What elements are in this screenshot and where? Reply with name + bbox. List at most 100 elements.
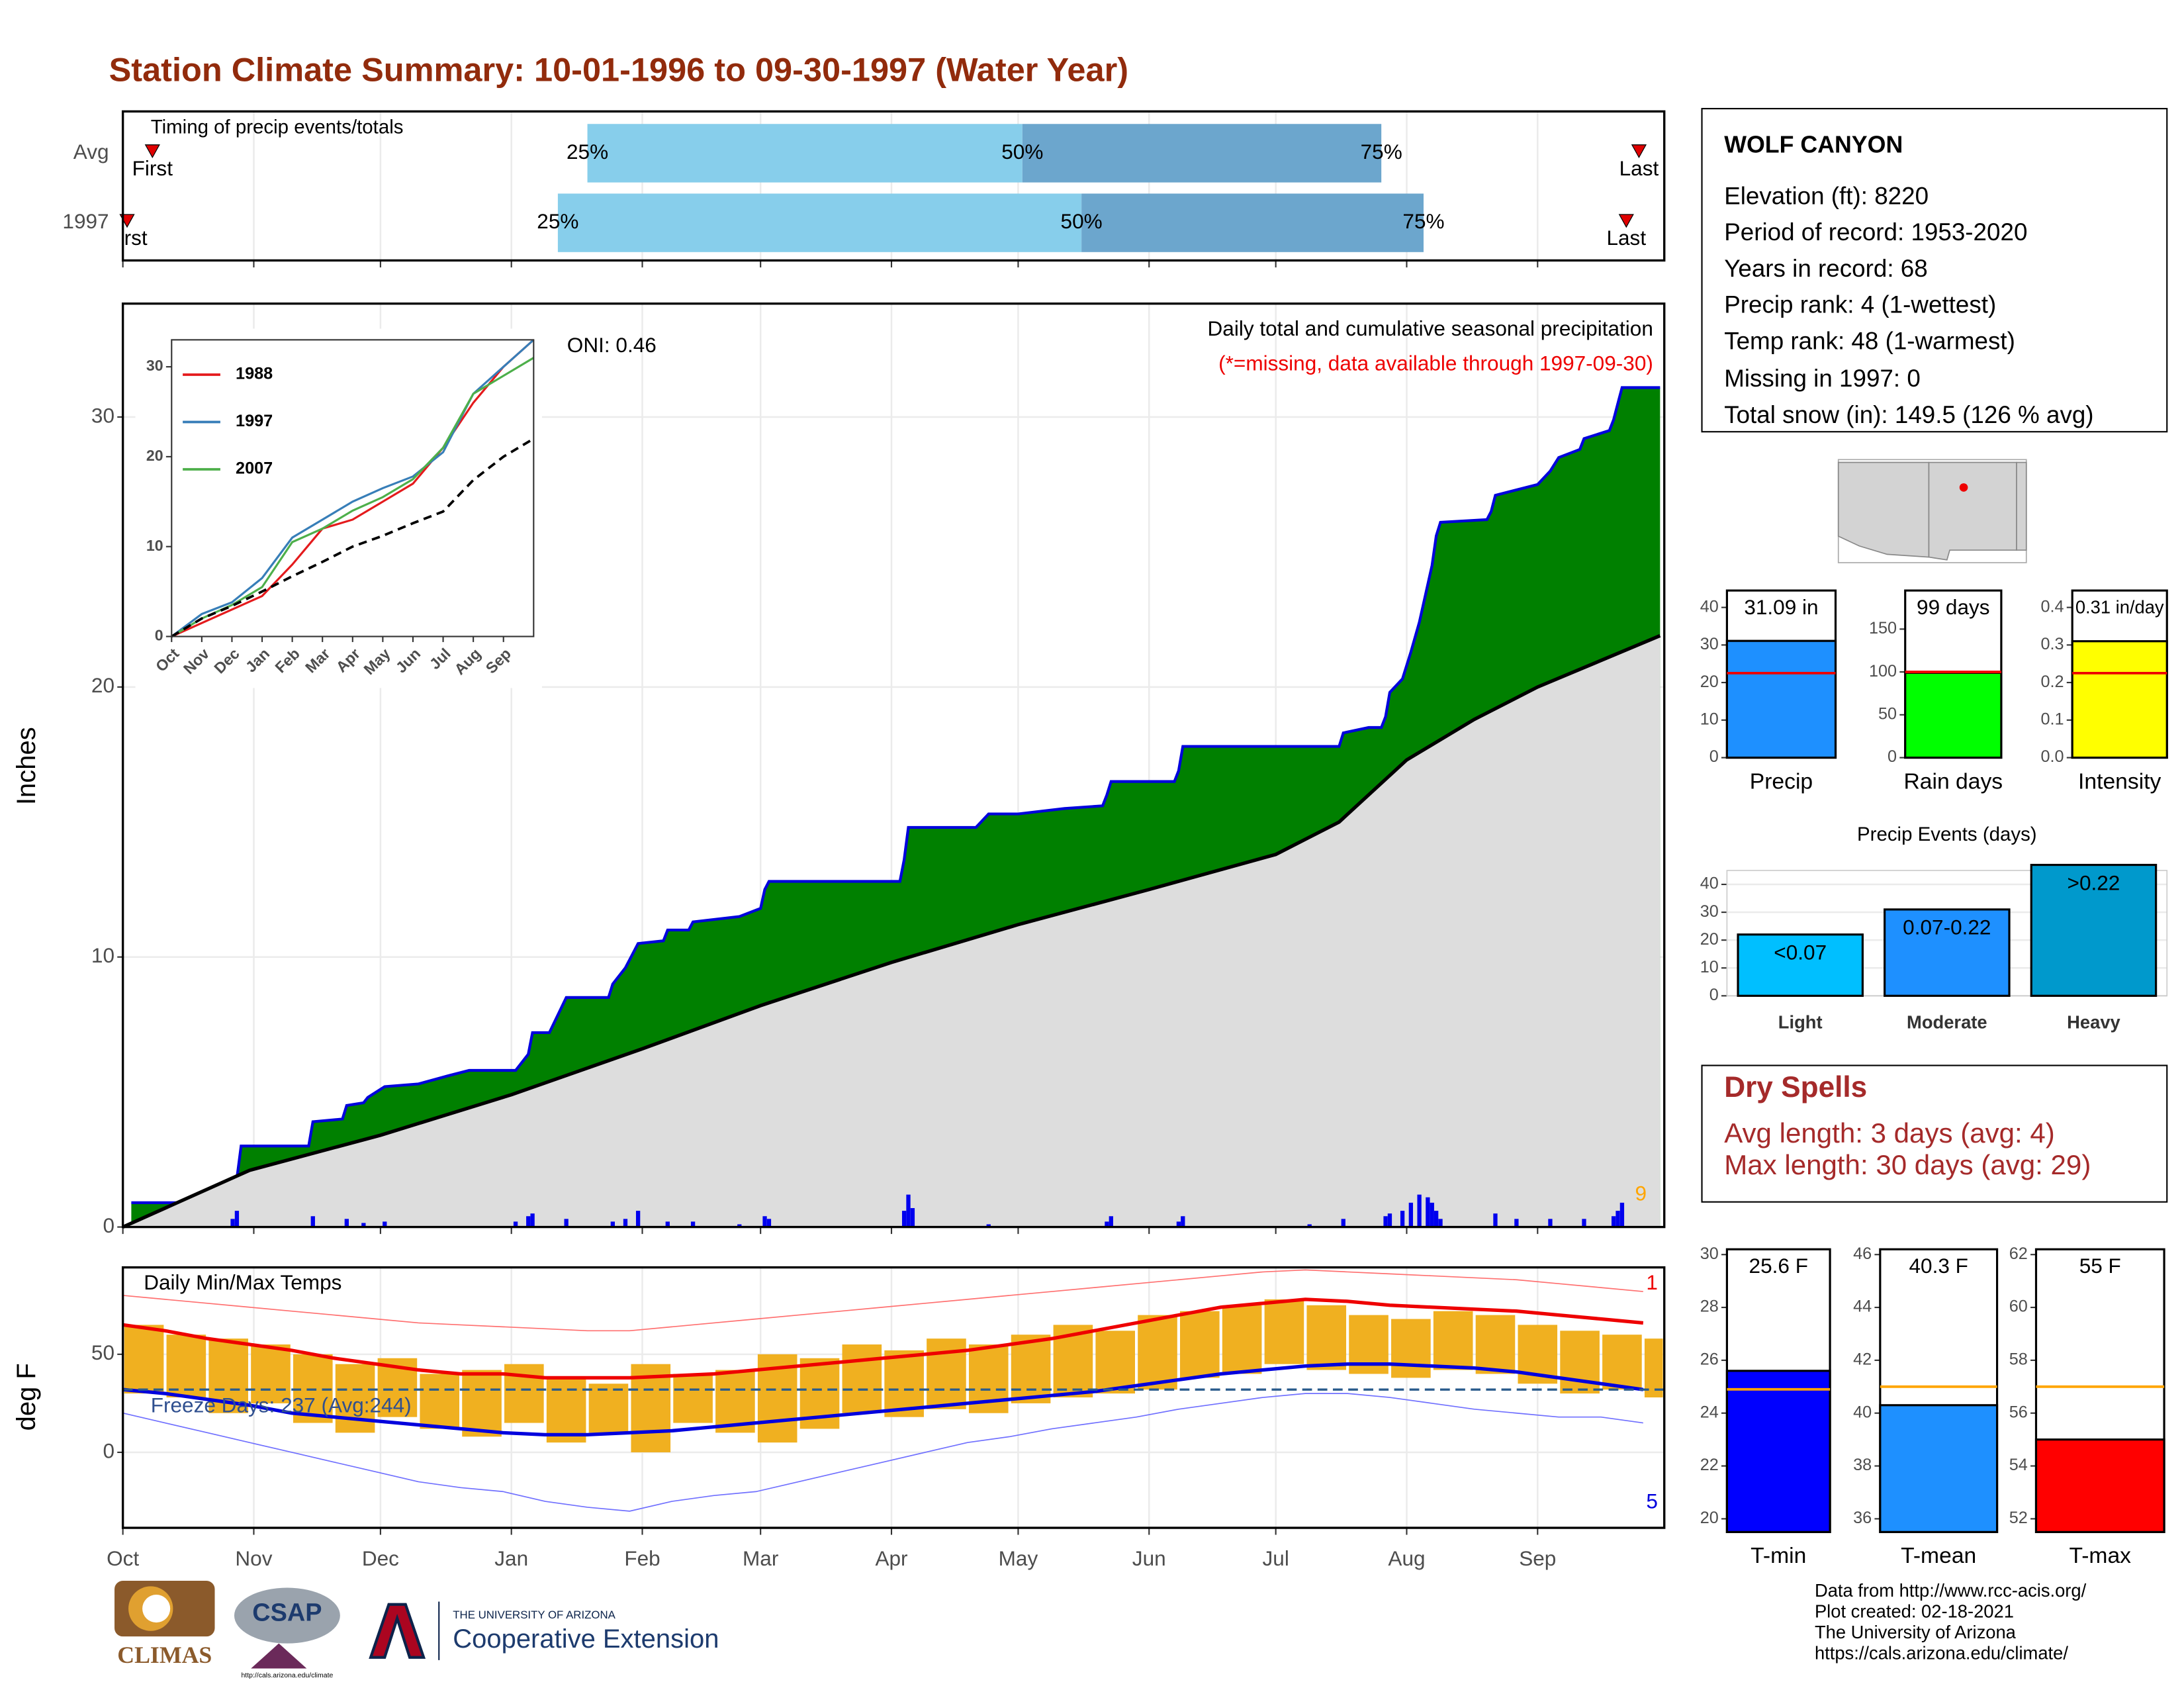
dry-spells-line: Avg length: 3 days (avg: 4)	[1724, 1117, 2055, 1149]
daily-bar	[513, 1221, 518, 1227]
x-tick-label: Jan	[494, 1546, 528, 1570]
event-label: Last	[1619, 156, 1659, 180]
daily-bar	[1514, 1219, 1519, 1227]
value-label: <0.07	[1774, 941, 1827, 964]
bar	[1725, 639, 1837, 759]
map-state	[1928, 461, 2017, 561]
value-label: 0.31 in/day	[2075, 597, 2164, 618]
temp-range-bar	[1138, 1315, 1177, 1390]
daily-bar	[1387, 1213, 1392, 1227]
inset-line	[171, 438, 535, 638]
x-tick-label: Jun	[1132, 1546, 1166, 1570]
ua-logo	[369, 1603, 426, 1659]
temp-range-bar	[1391, 1319, 1431, 1378]
y-tick-label: 62	[2009, 1244, 2028, 1263]
record-min-line	[122, 1393, 1643, 1512]
map-state	[2016, 461, 2027, 551]
x-tick-label: Feb	[624, 1546, 660, 1570]
panel-title: Daily Min/Max Temps	[144, 1270, 341, 1294]
y-tick-label: 0.1	[2040, 710, 2064, 728]
category-label: Rain days	[1903, 769, 2003, 794]
footer-line: The University of Arizona	[1815, 1622, 2017, 1642]
y-tick-label: 30	[1700, 902, 1719, 921]
y-tick-label: 42	[1853, 1350, 1872, 1369]
temp-range-bar	[546, 1378, 586, 1443]
bar	[1904, 671, 2003, 759]
station-name: WOLF CANYON	[1724, 131, 1903, 158]
daily-bar	[310, 1216, 315, 1227]
x-tick-label: Dec	[362, 1546, 399, 1570]
dry-spells-line: Max length: 30 days (avg: 29)	[1724, 1149, 2091, 1180]
value-label: 25.6 F	[1749, 1254, 1808, 1278]
temp-range-bar	[1644, 1338, 1663, 1398]
y-tick-label: 44	[1853, 1297, 1872, 1316]
y-axis-label: Inches	[12, 727, 41, 805]
y-tick-label: 30	[1700, 635, 1719, 653]
page-title: Station Climate Summary: 10-01-1996 to 0…	[109, 51, 1128, 89]
quartile-bar	[587, 124, 1023, 183]
y-tick-label: 0	[1709, 986, 1719, 1004]
daily-bar	[610, 1221, 615, 1227]
quartile-bar	[557, 193, 1082, 252]
y-tick-label: 150	[1869, 619, 1897, 637]
y-tick-label: 40	[1700, 597, 1719, 616]
station-line: Period of record: 1953-2020	[1724, 218, 2027, 246]
daily-bar	[1548, 1219, 1553, 1227]
bar	[2034, 1438, 2165, 1533]
daily-bar	[1408, 1202, 1414, 1227]
daily-bar	[1341, 1219, 1345, 1227]
record-count: 1	[1646, 1270, 1658, 1294]
temp-range-bar	[884, 1350, 924, 1417]
footer-line: Data from http://www.rcc-acis.org/	[1815, 1580, 2087, 1601]
y-tick-label: 10	[91, 943, 114, 967]
extension-text: Cooperative Extension	[453, 1624, 719, 1654]
panel-title: Precip Events (days)	[1857, 823, 2037, 845]
daily-bar	[1181, 1216, 1185, 1227]
daily-bar	[1611, 1216, 1616, 1227]
ua-text: THE UNIVERSITY OF ARIZONA	[453, 1609, 615, 1621]
y-tick-label: 20	[91, 673, 114, 697]
temp-range-bar	[166, 1335, 206, 1398]
cumulative-line	[131, 386, 1661, 1204]
value-label: >0.22	[2068, 870, 2120, 894]
y-tick-label: 52	[2009, 1509, 2028, 1527]
temp-range-bar	[1475, 1315, 1516, 1374]
temp-range-bar	[927, 1338, 966, 1409]
panel-subtitle: (*=missing, data available through 1997-…	[1218, 352, 1653, 375]
category-label: Moderate	[1907, 1012, 1987, 1033]
daily-bar	[1619, 1202, 1625, 1227]
station-line: Elevation (ft): 8220	[1724, 182, 1929, 209]
daily-bar	[526, 1216, 531, 1227]
category-label: Precip	[1750, 769, 1813, 794]
daily-bar	[910, 1208, 915, 1227]
oni-label: ONI: 0.46	[567, 333, 657, 357]
y-tick-label: 58	[2009, 1350, 2028, 1369]
y-tick-label: 20	[1700, 1509, 1719, 1527]
csap-url: http://cals.arizona.edu/climate	[241, 1671, 333, 1679]
daily-bar	[1426, 1197, 1430, 1227]
category-label: Intensity	[2078, 769, 2161, 794]
y-tick-label: 36	[1853, 1509, 1872, 1527]
y-tick-label: 40	[1853, 1403, 1872, 1421]
temp-range-bar	[1264, 1299, 1304, 1364]
daily-bar	[361, 1223, 366, 1227]
temp-range-bar	[588, 1383, 629, 1433]
daily-bar	[1438, 1219, 1443, 1227]
category-label: Heavy	[2067, 1012, 2120, 1033]
legend-label: 1997	[236, 412, 273, 430]
record-max-line	[122, 1269, 1643, 1332]
freeze-label: Freeze Days: 237 (Avg:244)	[151, 1393, 412, 1417]
quartile-bar	[1022, 124, 1382, 183]
csap-logo	[251, 1643, 307, 1669]
legend-label: 1988	[236, 365, 273, 383]
quartile-bar	[1081, 193, 1424, 252]
category-label: T-max	[2070, 1544, 2132, 1568]
inset-line	[171, 357, 535, 637]
inset-bg	[135, 328, 542, 688]
average-line	[122, 633, 1661, 1229]
y-tick-label: Avg	[73, 140, 109, 164]
normal-min-line	[122, 1362, 1644, 1436]
y-tick-label: 30	[1700, 1244, 1719, 1263]
daily-bar	[690, 1221, 696, 1227]
